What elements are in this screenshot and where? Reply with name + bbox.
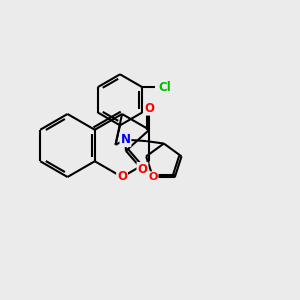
Text: O: O	[144, 102, 154, 115]
Text: O: O	[117, 170, 127, 184]
Text: O: O	[137, 163, 147, 176]
Text: N: N	[120, 133, 130, 146]
Text: O: O	[148, 172, 158, 182]
Text: Cl: Cl	[159, 81, 172, 94]
